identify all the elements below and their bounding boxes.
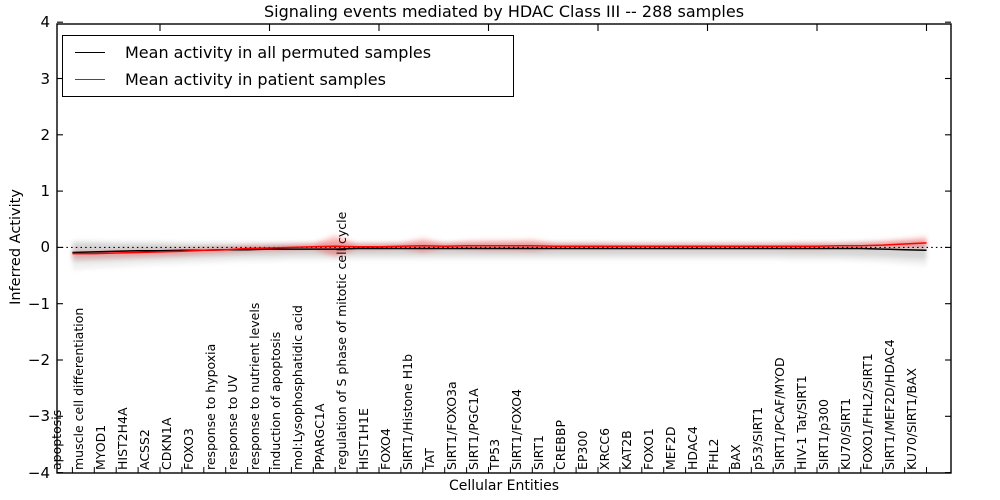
legend: Mean activity in all permuted samples Me…: [62, 35, 514, 97]
x-tick-label: MEF2D: [662, 426, 678, 470]
x-tick-label: HIST1H1E: [356, 408, 371, 470]
x-tick-label: FHL2: [706, 438, 722, 470]
y-tick-label: 1: [40, 182, 50, 201]
legend-item-patient: Mean activity in patient samples: [75, 70, 513, 89]
x-tick-label: CREBBP: [553, 420, 569, 470]
legend-item-permuted: Mean activity in all permuted samples: [75, 43, 513, 62]
x-tick-label: SIRT1/PGC1A: [465, 388, 481, 470]
x-tick-label: induction of apoptosis: [268, 331, 284, 470]
y-tick-label: −2: [27, 351, 50, 369]
y-tick-label: 2: [40, 125, 50, 144]
x-tick-label: KU70/SIRT1/BAX: [903, 367, 919, 470]
x-tick-label: SIRT1/Histone H1b: [399, 353, 415, 470]
x-tick-label: BAX: [728, 444, 744, 470]
x-tick-label: PPARGC1A: [312, 403, 328, 470]
x-tick-label: HDAC4: [684, 426, 700, 470]
y-tick-label: −1: [27, 294, 50, 313]
x-tick-label: SIRT1/FOXO4: [509, 389, 525, 470]
x-tick-label: TAT: [421, 448, 437, 470]
y-tick-label: −3: [27, 407, 50, 426]
x-tick-label: apoptosis: [49, 409, 65, 470]
x-axis-label: Cellular Entities: [448, 478, 560, 494]
x-tick-label: FOXO1: [640, 428, 656, 470]
x-tick-label: HIST2H4A: [115, 407, 131, 470]
y-tick-label: 3: [40, 69, 50, 88]
x-tick-label: mol:Lysophosphatidic acid: [290, 305, 306, 470]
x-tick-label: response to UV: [224, 375, 240, 470]
legend-label-patient: Mean activity in patient samples: [125, 69, 386, 89]
y-tick-label: 4: [40, 13, 50, 32]
x-tick-label: EP300: [575, 430, 590, 470]
x-tick-label: KAT2B: [618, 430, 634, 470]
x-tick-label: p53/SIRT1: [750, 406, 766, 470]
x-tick-label: XRCC6: [596, 427, 612, 470]
x-tick-label: response to nutrient levels: [246, 302, 262, 470]
legend-line-patient-icon: [75, 78, 105, 80]
y-tick-label: 0: [40, 238, 50, 257]
x-tick-label: ACSS2: [137, 429, 152, 470]
legend-label-permuted: Mean activity in all permuted samples: [125, 43, 432, 63]
chart-title: Signaling events mediated by HDAC Class …: [263, 2, 745, 21]
x-tick-label: FOXO3: [180, 428, 196, 470]
x-tick-label: SIRT1/FOXO3a: [443, 381, 459, 470]
legend-line-permuted-icon: [75, 52, 105, 54]
y-tick-label: −4: [27, 463, 50, 482]
x-tick-label: CDKN1A: [158, 417, 174, 470]
x-tick-label: muscle cell differentiation: [71, 307, 87, 470]
x-tick-label: SIRT1/PCAF/MYOD: [772, 357, 788, 470]
x-tick-label: FOXO1/FHL2/SIRT1: [859, 353, 875, 470]
x-tick-label: KU70/SIRT1: [837, 397, 853, 470]
x-tick-label: SIRT1/p300: [815, 399, 831, 470]
x-tick-label: FOXO4: [377, 428, 393, 470]
x-tick-label: SIRT1: [531, 435, 547, 470]
x-tick-label: MYOD1: [93, 424, 109, 470]
x-tick-label: SIRT1/MEF2D/HDAC4: [881, 339, 897, 470]
x-tick-label: TP53: [487, 438, 503, 470]
x-tick-label: response to hypoxia: [202, 343, 218, 470]
x-tick-label: HIV-1 Tat/SIRT1: [794, 375, 809, 470]
x-tick-label: regulation of S phase of mitotic cell cy…: [334, 211, 350, 470]
